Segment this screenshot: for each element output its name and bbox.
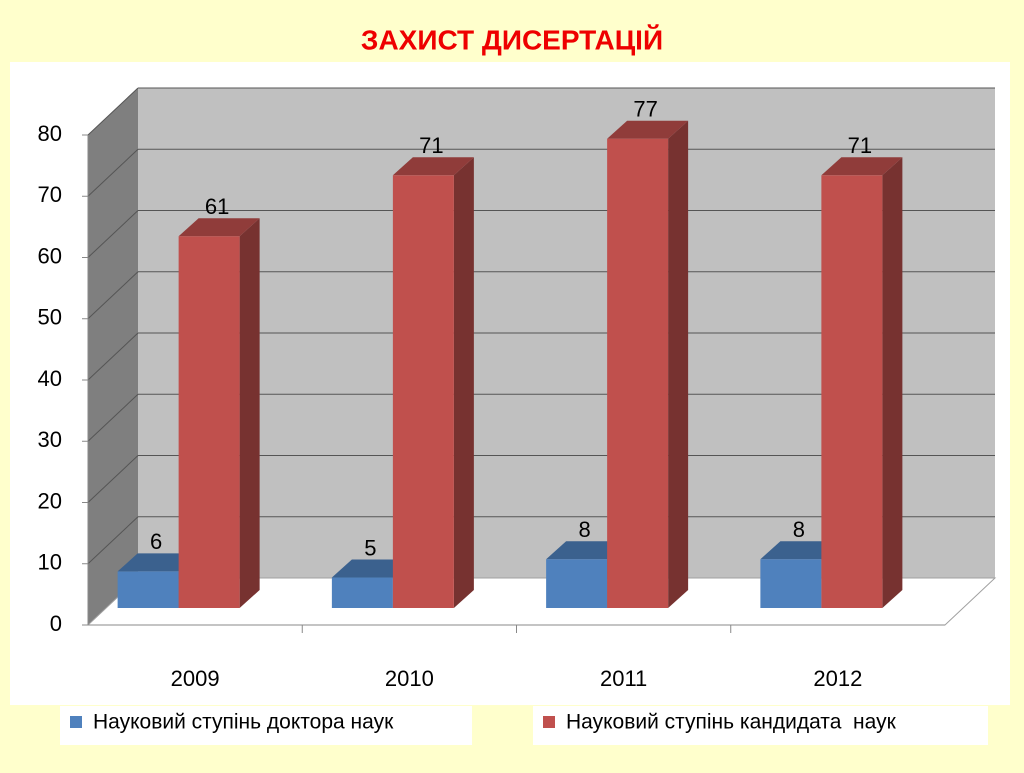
- bar-top: [392, 157, 474, 176]
- grid-line: [87, 455, 139, 503]
- data-label: 5: [364, 535, 376, 560]
- grid-line: [87, 271, 139, 320]
- bar: [546, 559, 608, 608]
- legend-label: Науковий ступінь доктора наук: [93, 711, 394, 734]
- x-tick-label: 2011: [600, 666, 647, 691]
- bar-side: [668, 120, 689, 608]
- legend-swatch: [543, 716, 555, 728]
- bar-side: [453, 157, 474, 608]
- grid-line: [87, 516, 139, 565]
- data-label: 61: [205, 194, 229, 219]
- x-tick-label: 2009: [171, 666, 220, 691]
- grid-line: [87, 148, 139, 197]
- bar-top: [331, 559, 413, 578]
- grid-line: [87, 393, 139, 442]
- data-label: 71: [419, 133, 443, 158]
- y-tick-label: 50: [38, 305, 62, 330]
- chart-title: ЗАХИСТ ДИСЕРТАЦІЙ: [361, 23, 663, 55]
- bar-top: [821, 157, 903, 176]
- grid-line: [87, 332, 139, 381]
- grid-line: [87, 210, 139, 258]
- data-label: 8: [579, 517, 591, 542]
- data-label: 8: [793, 517, 805, 542]
- y-tick-label: 40: [38, 366, 62, 391]
- y-tick-label: 10: [38, 550, 62, 575]
- x-tick-label: 2010: [385, 666, 434, 691]
- bar: [760, 559, 822, 608]
- bar-top: [117, 553, 199, 572]
- bar-top: [178, 218, 260, 237]
- legend-label: Науковий ступінь кандидата наук: [566, 711, 897, 734]
- bar-top: [546, 541, 628, 560]
- bar: [178, 236, 240, 609]
- y-tick-label: 30: [38, 427, 62, 452]
- data-label: 71: [848, 133, 872, 158]
- bar-top: [607, 120, 689, 139]
- bar-side: [882, 157, 903, 608]
- y-tick-label: 0: [50, 611, 62, 636]
- bar: [821, 175, 883, 608]
- bar-side: [239, 218, 260, 609]
- bar: [607, 138, 669, 608]
- bar: [117, 571, 179, 608]
- y-tick-label: 70: [38, 182, 62, 207]
- data-label: 77: [633, 97, 657, 122]
- bar: [331, 577, 393, 608]
- legend-box: [533, 706, 988, 745]
- x-tick-label: 2012: [813, 666, 862, 691]
- y-tick-label: 60: [38, 243, 62, 268]
- bar-top: [760, 541, 842, 560]
- y-tick-label: 80: [38, 121, 62, 146]
- legend-box: [60, 706, 472, 745]
- y-tick-label: 20: [38, 488, 62, 513]
- legend-swatch: [70, 716, 82, 728]
- bar: [392, 175, 454, 608]
- data-label: 6: [150, 529, 162, 554]
- grid-line: [87, 87, 139, 136]
